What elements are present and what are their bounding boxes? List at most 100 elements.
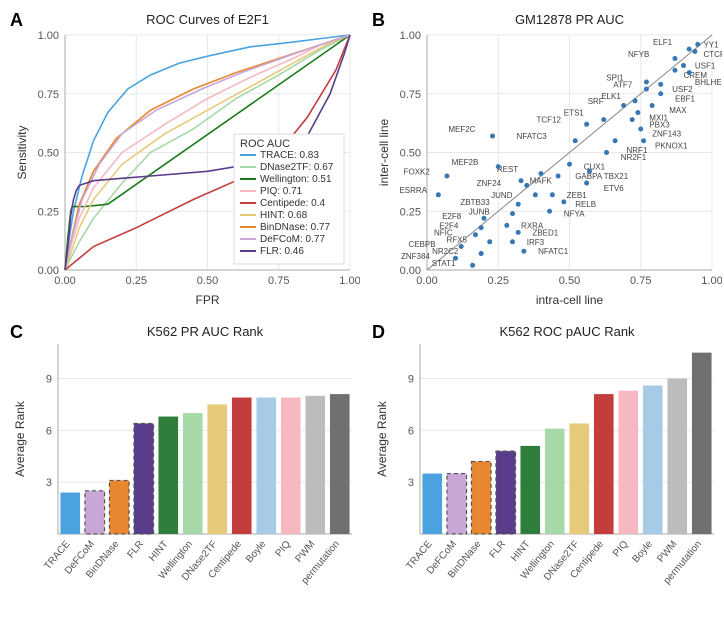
- svg-text:9: 9: [46, 374, 52, 386]
- bar: [256, 398, 276, 534]
- bar-category-label: HINT: [147, 539, 170, 564]
- scatter-label: USF2: [672, 85, 693, 94]
- roc-legend-item: FLR: 0.46: [260, 246, 304, 257]
- bar-category-label: Boyle: [631, 539, 656, 566]
- scatter-point: [630, 117, 635, 122]
- scatter-point: [584, 181, 589, 186]
- bar: [281, 398, 301, 534]
- svg-text:9: 9: [408, 374, 414, 386]
- svg-text:6: 6: [46, 425, 52, 437]
- svg-text:0.75: 0.75: [630, 275, 651, 287]
- scatter-label: JUNB: [469, 207, 490, 216]
- scatter-point: [650, 103, 655, 108]
- scatter-point: [444, 174, 449, 179]
- svg-text:3: 3: [46, 477, 52, 489]
- bar: [667, 379, 687, 534]
- scatter-label: NFYA: [564, 210, 585, 219]
- roc-plot: ROC Curves of E2F10.000.250.500.751.000.…: [10, 10, 360, 310]
- scatter-point: [621, 103, 626, 108]
- scatter-label: SRF: [588, 97, 604, 106]
- roc-legend-title: ROC AUC: [240, 138, 290, 150]
- roc-legend-item: PIQ: 0.71: [260, 186, 303, 197]
- scatter-point: [641, 138, 646, 143]
- scatter-point: [550, 192, 555, 197]
- scatter-point: [487, 239, 492, 244]
- bar: [183, 413, 203, 534]
- bar-category-label: HINT: [509, 539, 532, 564]
- roc-legend-item: DNase2TF: 0.67: [260, 162, 334, 173]
- scatter-point: [672, 56, 677, 61]
- scatter-point: [638, 127, 643, 132]
- scatter-point: [556, 174, 561, 179]
- scatter-label: GABPA: [575, 172, 603, 181]
- svg-text:0.25: 0.25: [488, 275, 509, 287]
- scatter-point: [547, 209, 552, 214]
- scatter-point: [524, 183, 529, 188]
- scatter-label: NR2C2: [432, 247, 459, 256]
- roc-legend-item: BinDNase: 0.77: [260, 222, 330, 233]
- bar-chart-c: K562 PR AUC Rank369TRACEDeFCoMBinDNaseFL…: [10, 322, 360, 612]
- bar-category-label: PWM: [293, 539, 317, 565]
- scatter-point: [692, 49, 697, 54]
- scatter-xlabel: intra-cell line: [536, 293, 604, 307]
- bar: [618, 391, 638, 534]
- roc-legend-item: Wellington: 0.51: [260, 174, 332, 185]
- bar: [545, 429, 565, 534]
- bar-category-label: PIQ: [274, 539, 294, 559]
- scatter-label: CTCF: [703, 50, 722, 59]
- scatter-label: JUND: [491, 191, 513, 200]
- scatter-point: [496, 164, 501, 169]
- scatter-point: [644, 80, 649, 85]
- bar: [496, 451, 516, 534]
- panel-a-label: A: [10, 10, 23, 31]
- scatter-point: [695, 42, 700, 47]
- scatter-point: [658, 91, 663, 96]
- bar: [520, 446, 540, 534]
- svg-text:0.50: 0.50: [38, 148, 59, 160]
- scatter-point: [681, 63, 686, 68]
- scatter-label: ZBED1: [532, 228, 558, 237]
- svg-text:1.00: 1.00: [701, 275, 722, 287]
- bar-category-label: FLR: [125, 539, 146, 561]
- panel-d-label: D: [372, 322, 385, 343]
- scatter-label: ZBTB33: [460, 198, 490, 207]
- scatter-label: FOXK2: [404, 167, 431, 176]
- scatter-point: [613, 138, 618, 143]
- figure: A ROC Curves of E2F10.000.250.500.751.00…: [10, 10, 714, 612]
- scatter-point: [658, 82, 663, 87]
- svg-text:0.25: 0.25: [400, 206, 421, 218]
- scatter-label: ZNF384: [401, 252, 430, 261]
- scatter-point: [561, 199, 566, 204]
- bar: [305, 396, 325, 534]
- bar: [134, 423, 154, 534]
- scatter-point: [479, 251, 484, 256]
- scatter-point: [479, 225, 484, 230]
- scatter-label: YY1: [703, 40, 719, 49]
- scatter-label: ETS1: [564, 109, 585, 118]
- scatter-point: [567, 162, 572, 167]
- bar: [85, 491, 105, 534]
- scatter-point: [510, 239, 515, 244]
- bar: [594, 394, 614, 534]
- roc-legend-item: DeFCoM: 0.77: [260, 234, 325, 245]
- bar-chart-d: K562 ROC pAUC Rank369TRACEDeFCoMBinDNase…: [372, 322, 722, 612]
- scatter-label: PBX3: [649, 120, 670, 129]
- panel-c-label: C: [10, 322, 23, 343]
- bar: [643, 385, 663, 534]
- svg-text:0.00: 0.00: [38, 265, 59, 277]
- panel-c: C K562 PR AUC Rank369TRACEDeFCoMBinDNase…: [10, 322, 360, 612]
- scatter-point: [519, 178, 524, 183]
- scatter-point: [510, 211, 515, 216]
- scatter-point: [490, 134, 495, 139]
- scatter-label: NFYB: [628, 50, 649, 59]
- roc-legend-item: Centipede: 0.4: [260, 198, 325, 209]
- svg-text:0.25: 0.25: [38, 206, 59, 218]
- scatter-point: [533, 192, 538, 197]
- scatter-label: NR2F1: [621, 153, 647, 162]
- roc-title: ROC Curves of E2F1: [146, 12, 269, 27]
- scatter-point: [573, 138, 578, 143]
- bar-category-label: PIQ: [611, 539, 631, 559]
- bar-ylabel: Average Rank: [13, 400, 27, 477]
- bar: [447, 474, 467, 534]
- bar-title: K562 ROC pAUC Rank: [499, 324, 635, 339]
